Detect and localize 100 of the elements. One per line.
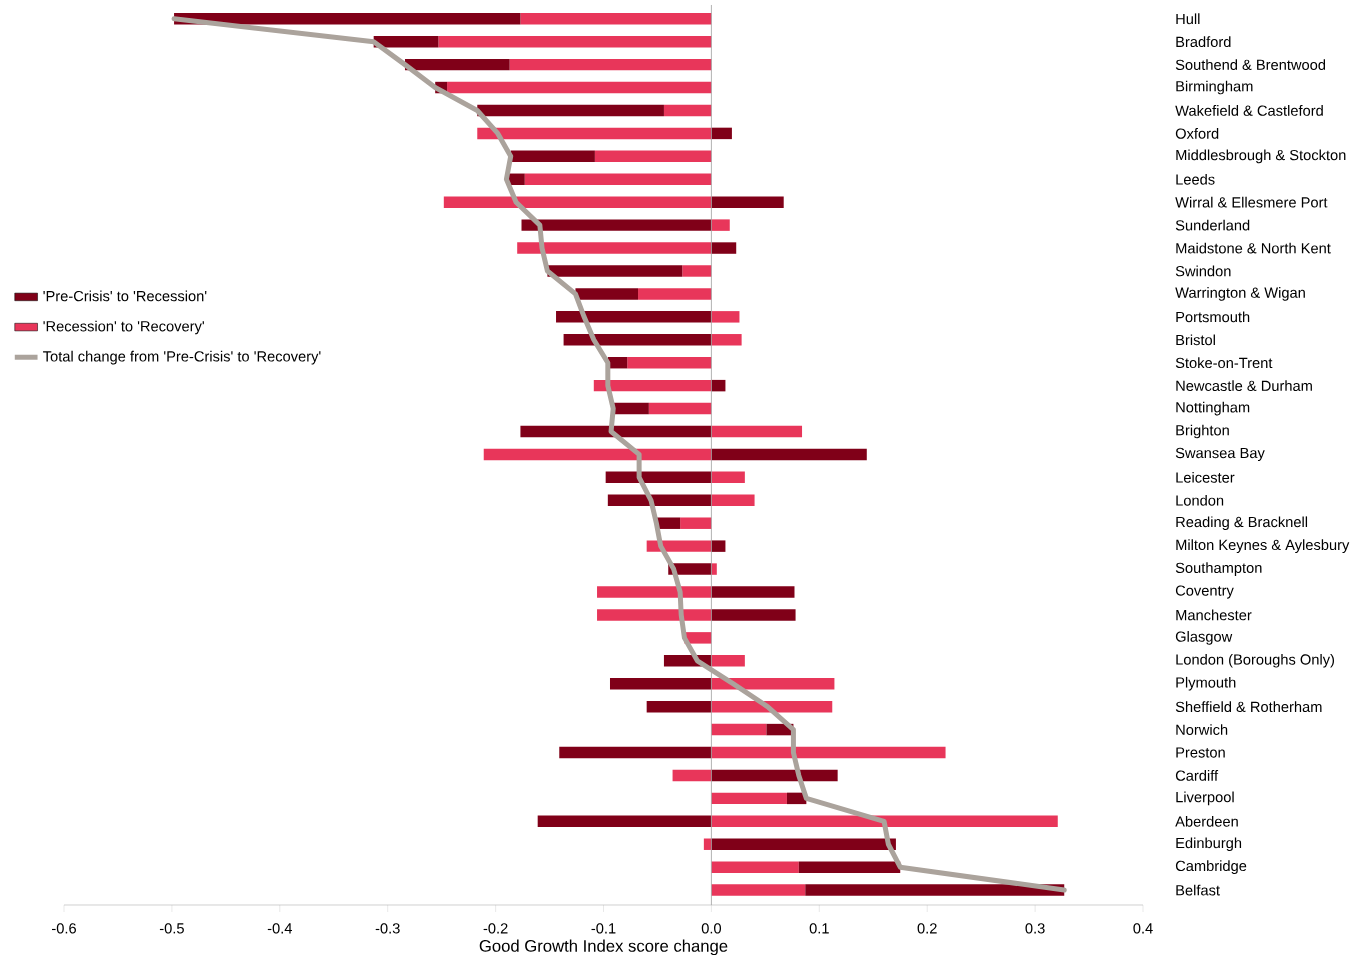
bar	[711, 586, 795, 598]
y-tick-label: Cardiff	[1175, 770, 1219, 781]
bar	[711, 815, 1058, 828]
bar	[711, 471, 745, 484]
y-tick-label: Southend & Brentwood	[1175, 59, 1326, 70]
bar	[711, 655, 745, 667]
bar	[593, 379, 712, 392]
y-tick-label: Wakefield & Castleford	[1175, 105, 1323, 116]
bar	[703, 838, 712, 850]
y-tick-label: Leeds	[1176, 173, 1215, 185]
x-tick-label: 0.4	[1133, 923, 1153, 934]
bar	[477, 127, 712, 140]
bar	[680, 517, 712, 529]
x-axis-title: Good Growth Index score change	[479, 939, 728, 956]
bar	[646, 700, 712, 713]
y-tick-label: Plymouth	[1176, 676, 1236, 691]
bar	[711, 425, 803, 438]
bar	[597, 586, 712, 598]
bar	[443, 196, 712, 208]
y-tick-label: Warrington & Wigan	[1175, 287, 1305, 301]
bar	[711, 242, 737, 254]
x-tick-label: -0.5	[159, 923, 184, 934]
y-tick-label: Portsmouth	[1176, 311, 1250, 323]
y-tick-label: Edinburgh	[1176, 837, 1242, 852]
y-tick-label: Reading & Bracknell	[1176, 516, 1308, 531]
x-tick-label: -0.1	[591, 923, 616, 934]
bar	[520, 425, 712, 438]
bar	[627, 356, 712, 369]
bar	[509, 58, 712, 71]
bar	[798, 861, 901, 873]
bar	[613, 402, 649, 415]
y-tick-label: London	[1176, 494, 1224, 506]
bar	[575, 288, 639, 300]
y-tick-label: Hull	[1176, 13, 1200, 25]
bar	[524, 173, 712, 185]
y-tick-label: Cambridge	[1175, 860, 1247, 874]
bar	[483, 448, 712, 461]
bar	[711, 861, 799, 873]
bar	[404, 58, 510, 71]
y-tick-label: Stoke-on-Trent	[1175, 357, 1273, 369]
bar	[711, 334, 742, 346]
bar	[711, 127, 732, 140]
y-tick-label: Manchester	[1176, 609, 1252, 621]
bar	[447, 81, 712, 94]
y-tick-label: Brighton	[1176, 424, 1229, 439]
y-tick-label: Newcastle & Durham	[1176, 380, 1312, 392]
bar	[510, 150, 595, 163]
bar	[711, 723, 767, 736]
bar	[174, 13, 521, 25]
x-tick-label: 0.3	[1025, 923, 1045, 934]
y-tick-label: Aberdeen	[1175, 815, 1238, 827]
x-tick-label: 0.2	[917, 923, 937, 934]
legend-label: 'Recession' to 'Recovery'	[43, 320, 204, 335]
y-tick-label: Oxford	[1175, 128, 1219, 139]
y-tick-label: Swindon	[1175, 265, 1231, 277]
bar	[597, 609, 712, 621]
y-tick-label: Glasgow	[1175, 631, 1233, 645]
x-tick-label: 0.1	[809, 923, 829, 934]
bar	[477, 104, 664, 117]
bar	[711, 609, 796, 621]
bar	[638, 288, 712, 300]
bar	[521, 219, 712, 231]
y-tick-label: Preston	[1176, 747, 1225, 758]
bar	[805, 884, 1065, 896]
bar	[711, 540, 726, 552]
bar	[711, 884, 806, 896]
bar	[663, 104, 712, 117]
bar	[711, 448, 867, 461]
y-tick-label: Birmingham	[1176, 80, 1253, 95]
bar	[556, 311, 712, 323]
bar	[711, 838, 896, 850]
y-tick-label: London (Boroughs Only)	[1176, 653, 1335, 668]
bar	[559, 746, 712, 759]
y-tick-label: Swansea Bay	[1175, 447, 1265, 462]
bar	[537, 815, 712, 828]
bar	[711, 746, 946, 759]
bar	[609, 677, 712, 690]
bar	[682, 265, 712, 277]
x-tick-label: -0.2	[483, 923, 508, 934]
y-tick-label: Liverpool	[1176, 791, 1234, 806]
x-tick-label: -0.3	[375, 923, 400, 934]
bar	[672, 769, 712, 782]
legend-label: Total change from 'Pre-Crisis' to 'Recovery'	[43, 350, 321, 365]
y-tick-label: Coventry	[1175, 585, 1234, 599]
y-tick-label: Southampton	[1175, 562, 1262, 576]
bar	[520, 13, 712, 25]
bar	[648, 402, 712, 415]
x-tick-label: -0.4	[267, 923, 292, 934]
y-tick-label: Nottingham	[1176, 401, 1250, 416]
bar	[711, 311, 740, 323]
bar	[438, 35, 712, 48]
bar	[607, 494, 712, 507]
bar	[605, 471, 712, 484]
bar	[711, 196, 784, 208]
x-tick-label: 0.0	[701, 923, 722, 934]
y-tick-label: Middlesbrough & Stockton	[1176, 149, 1346, 164]
y-tick-label: Sunderland	[1175, 219, 1250, 231]
y-tick-label: Maidstone & North Kent	[1176, 242, 1331, 254]
bar	[711, 219, 730, 231]
bar	[594, 150, 712, 163]
